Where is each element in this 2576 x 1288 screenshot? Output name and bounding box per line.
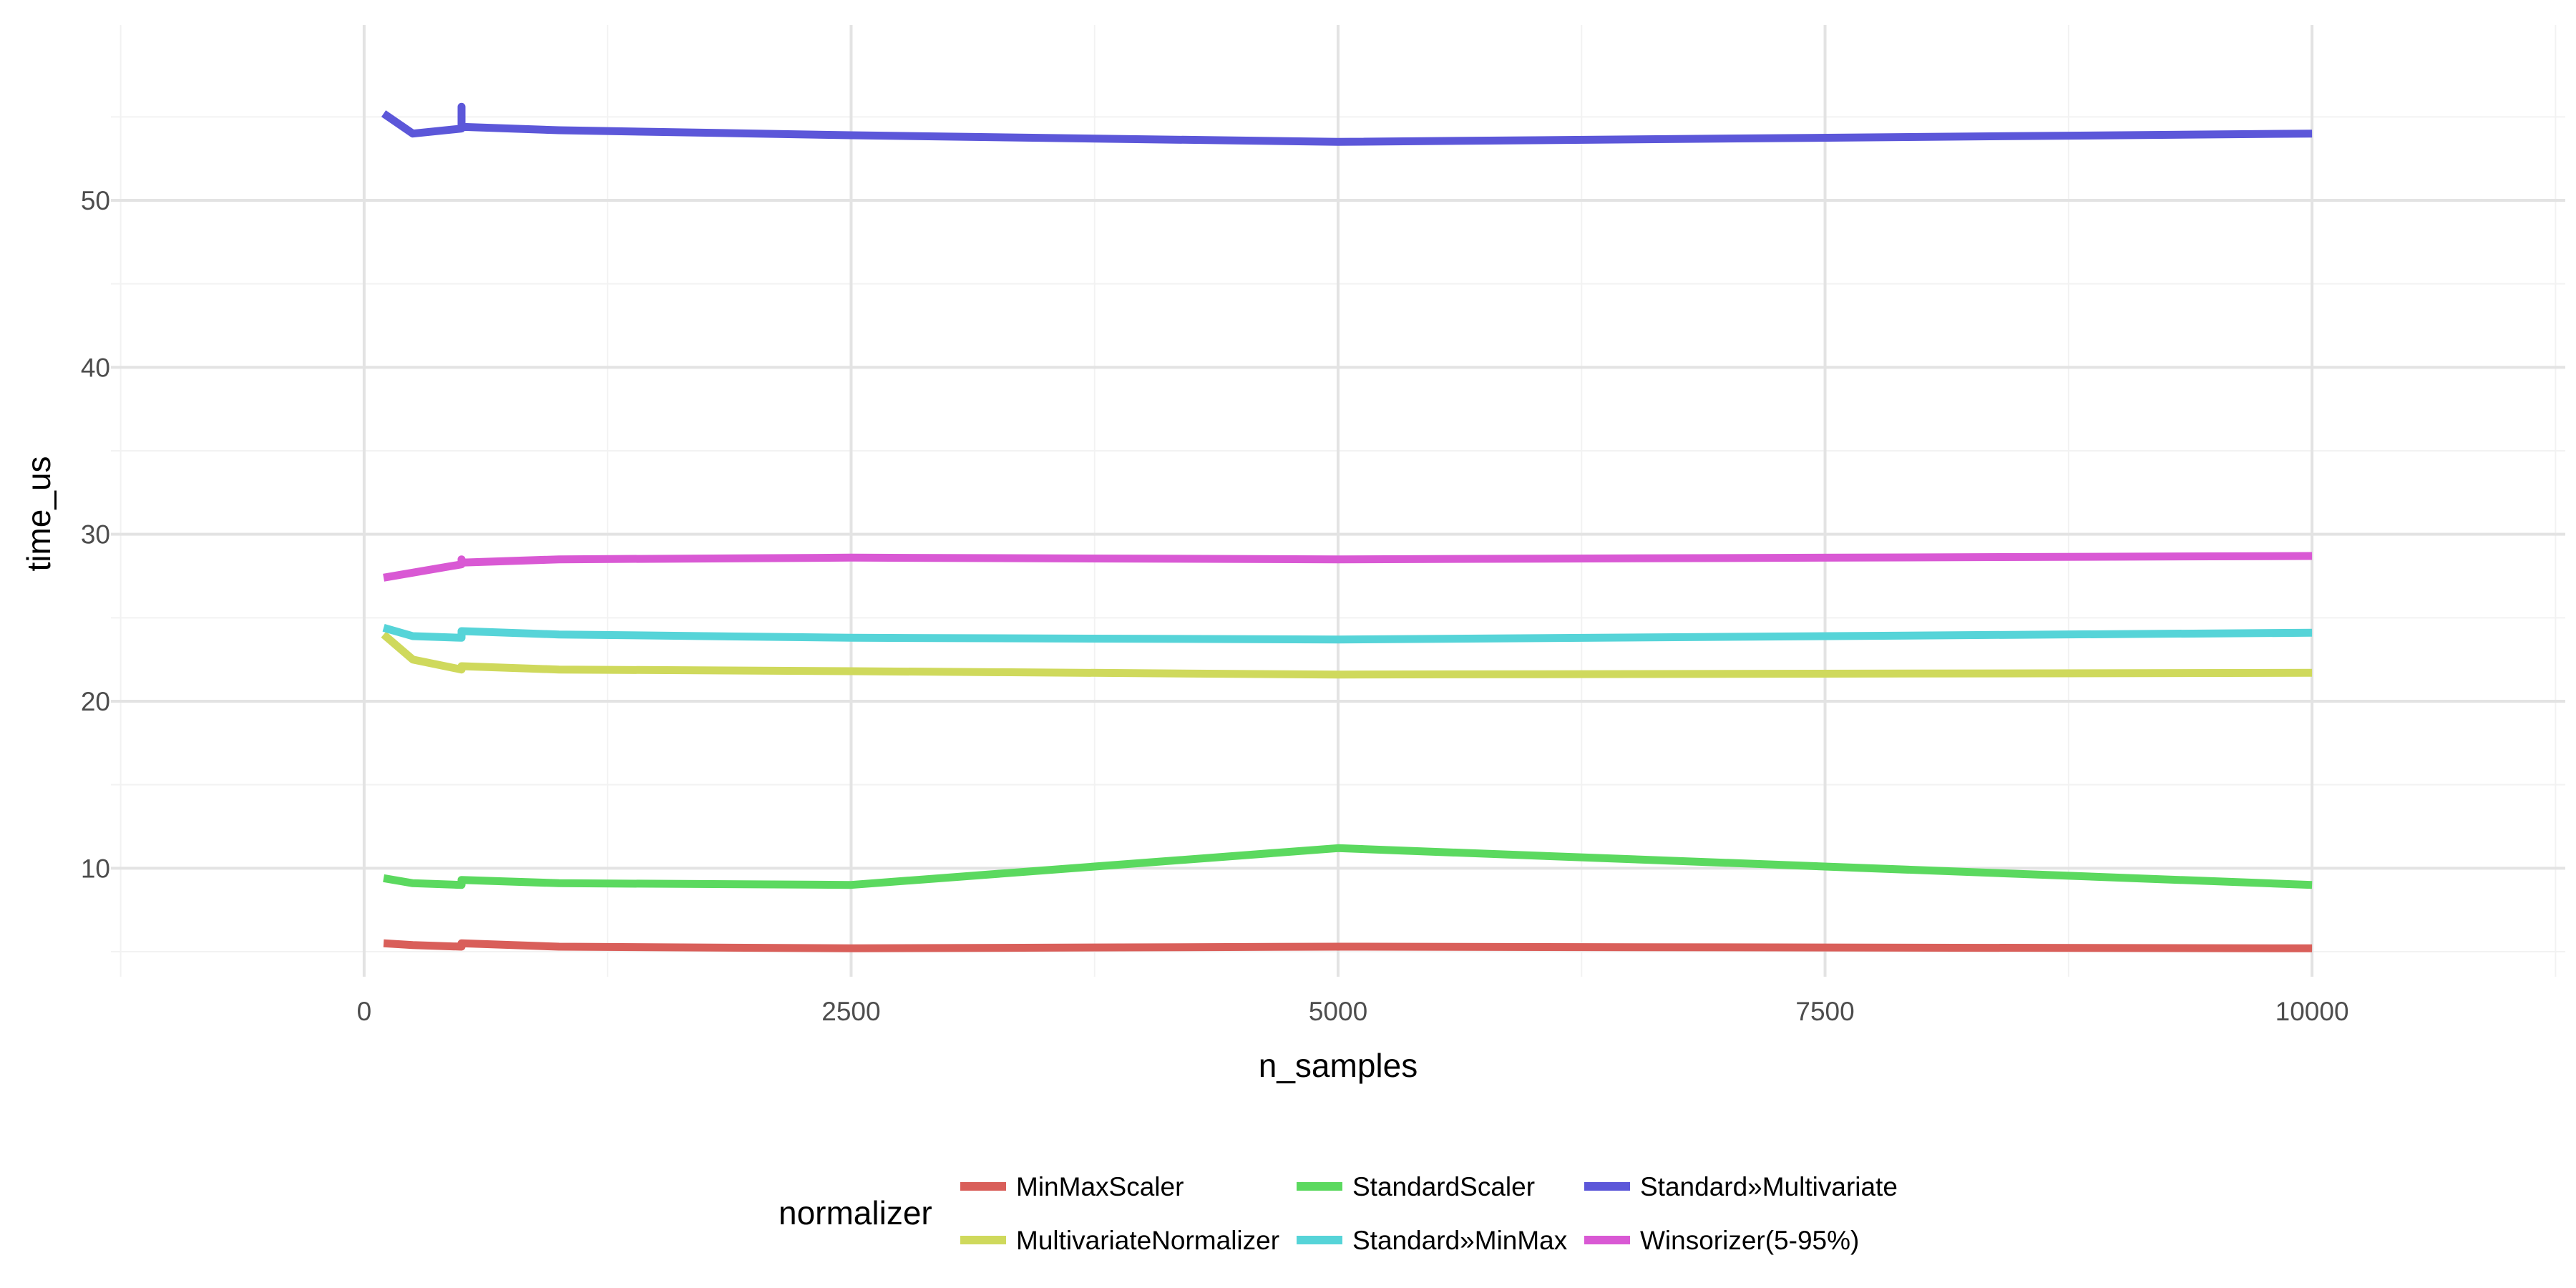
x-tick-label: 10000 — [2275, 997, 2349, 1026]
legend: normalizer MinMaxScaler MultivariateNorma… — [779, 1172, 1898, 1255]
major-gridlines — [111, 25, 2565, 977]
series-line-multivariatenormalizer — [381, 631, 2313, 679]
x-tick-label: 0 — [357, 997, 372, 1026]
legend-title: normalizer — [779, 1194, 932, 1231]
legend-label: MinMaxScaler — [1016, 1172, 1184, 1201]
legend-item: Standard»Multivariate — [1584, 1172, 1898, 1201]
y-tick-label: 50 — [81, 186, 110, 215]
legend-label: Standard»Multivariate — [1640, 1172, 1898, 1201]
legend-label: MultivariateNormalizer — [1016, 1226, 1279, 1255]
legend-key-swatch — [1584, 1182, 1630, 1191]
series-line-standard-minmax — [382, 624, 2313, 644]
x-tick-label: 7500 — [1795, 997, 1854, 1026]
x-tick-label: 2500 — [821, 997, 880, 1026]
x-axis-title: n_samples — [1259, 1047, 1418, 1084]
legend-item: StandardScaler — [1297, 1172, 1535, 1201]
legend-key-swatch — [960, 1182, 1006, 1191]
series-line-minmaxscaler — [383, 939, 2313, 952]
legend-label: StandardScaler — [1352, 1172, 1535, 1201]
y-axis-ticks: 10 20 30 40 50 — [81, 186, 110, 883]
legend-item: MinMaxScaler — [960, 1172, 1184, 1201]
legend-key-swatch — [1297, 1182, 1342, 1191]
y-tick-label: 10 — [81, 854, 110, 883]
series-line-standard-multivariate — [381, 102, 2313, 146]
series-line-winsorizer-5-95 — [383, 552, 2313, 582]
x-tick-label: 5000 — [1309, 997, 1367, 1026]
legend-key-swatch — [1584, 1236, 1630, 1244]
y-tick-label: 30 — [81, 520, 110, 550]
legend-key-swatch — [1297, 1236, 1342, 1244]
y-tick-label: 20 — [81, 687, 110, 716]
legend-label: Standard»MinMax — [1352, 1226, 1568, 1255]
series-lines — [381, 102, 2313, 952]
legend-label: Winsorizer(5-95%) — [1640, 1226, 1859, 1255]
legend-key-swatch — [960, 1236, 1006, 1244]
legend-item: Winsorizer(5-95%) — [1584, 1226, 1859, 1255]
series-line-standardscaler — [383, 844, 2313, 889]
legend-items: MinMaxScaler MultivariateNormalizer Standa… — [960, 1172, 1898, 1255]
y-axis-title: time_us — [20, 456, 57, 571]
y-tick-label: 40 — [81, 353, 110, 382]
legend-item: Standard»MinMax — [1297, 1226, 1568, 1255]
x-axis-ticks: 0 2500 5000 7500 10000 — [357, 997, 2349, 1026]
legend-item: MultivariateNormalizer — [960, 1226, 1279, 1255]
